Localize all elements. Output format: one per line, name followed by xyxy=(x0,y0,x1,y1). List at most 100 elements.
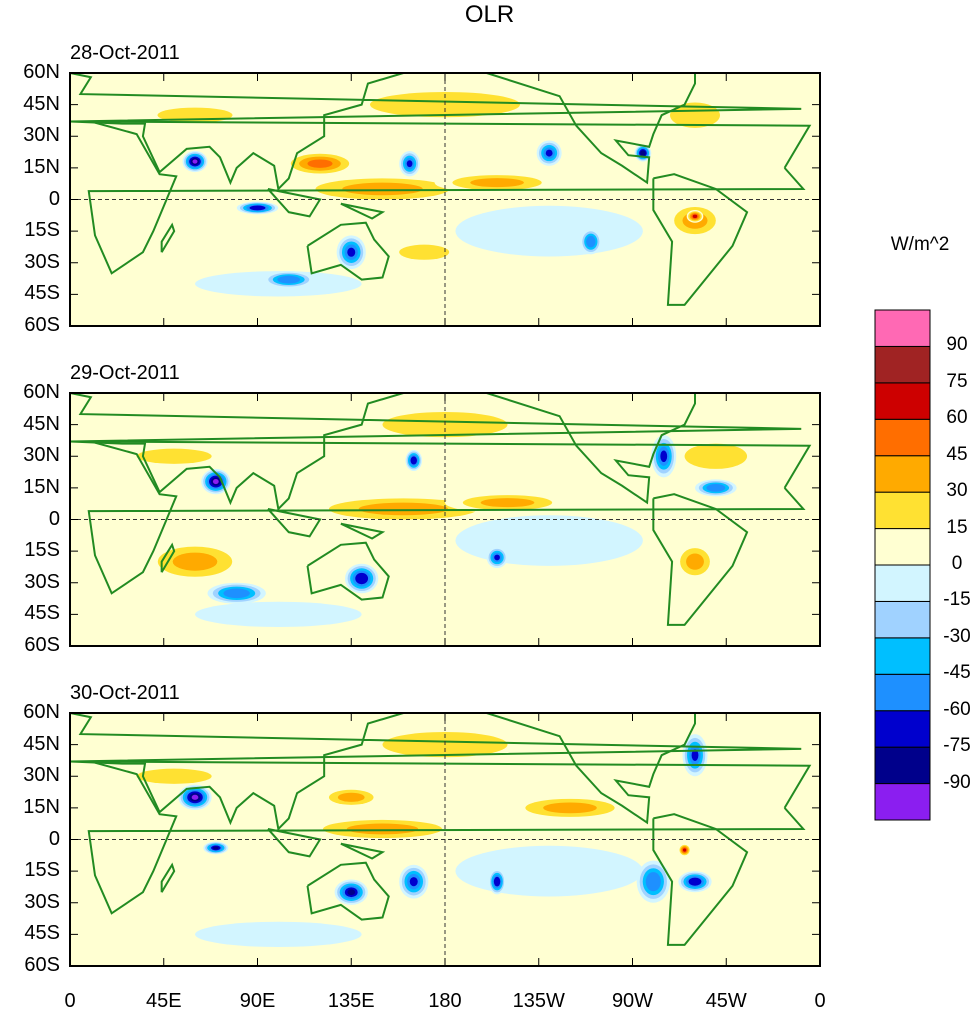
lon-tick-label: 0 xyxy=(64,990,76,1012)
olr-anomaly-contour xyxy=(212,479,219,485)
olr-anomaly-contour xyxy=(455,845,643,897)
colorbar-label: 0 xyxy=(951,553,963,574)
colorbar-box xyxy=(874,564,931,602)
lat-tick-label: 15S xyxy=(24,219,60,242)
lon-tick-label: 180 xyxy=(428,990,462,1012)
olr-anomaly-contour xyxy=(543,802,597,814)
olr-anomaly-contour xyxy=(495,878,500,885)
lat-tick-label: 60N xyxy=(23,381,60,403)
colorbar-box xyxy=(874,528,931,566)
olr-anomaly-contour xyxy=(136,768,212,784)
coastline xyxy=(306,541,390,601)
lat-tick-label: 15N xyxy=(23,155,60,178)
coastline xyxy=(486,393,696,505)
lat-tick-label: 15N xyxy=(23,795,60,818)
lon-tick-label: 90W xyxy=(611,990,654,1012)
olr-anomaly-contour xyxy=(587,238,594,246)
coastline xyxy=(267,827,322,858)
colorbar-box xyxy=(874,418,931,457)
colorbar-box xyxy=(874,673,931,712)
colorbar-box xyxy=(874,309,931,347)
olr-anomaly-contour xyxy=(670,102,720,128)
olr-anomaly-contour xyxy=(455,515,643,566)
olr-anomaly-contour xyxy=(549,896,716,931)
lat-tick-label: 15S xyxy=(24,859,60,882)
olr-anomaly-contour xyxy=(337,792,365,802)
olr-anomaly-contour xyxy=(648,875,658,888)
olr-anomaly-contour xyxy=(470,178,524,188)
lat-tick-label: 0 xyxy=(48,187,60,210)
colorbar-label: -30 xyxy=(943,625,971,647)
colorbar-label: -60 xyxy=(943,698,971,720)
olr-anomaly-contour xyxy=(549,576,716,611)
coastline xyxy=(267,187,322,218)
olr-anomaly-contour xyxy=(347,247,356,257)
coastline xyxy=(306,221,390,281)
olr-anomaly-contour xyxy=(191,794,199,800)
olr-anomaly-contour xyxy=(686,553,704,570)
colorbar-box xyxy=(874,345,931,384)
olr-anomaly-contour xyxy=(252,206,263,210)
colorbar-box xyxy=(874,746,931,785)
olr-anomaly-contour xyxy=(549,256,716,291)
olr-anomaly-contour xyxy=(307,159,333,168)
olr-anomaly-contour xyxy=(357,575,366,582)
coastline xyxy=(267,507,322,538)
colorbar-label: -75 xyxy=(943,735,971,757)
coastline xyxy=(160,862,176,893)
olr-anomaly-contour xyxy=(455,205,643,257)
map-panel-3 xyxy=(69,712,821,967)
lat-tick-label: 30N xyxy=(23,764,60,787)
coastline xyxy=(652,813,749,946)
lat-tick-label: 45N xyxy=(23,732,60,755)
olr-anomaly-contour xyxy=(691,749,699,761)
olr-anomaly-contour xyxy=(358,502,448,516)
lon-tick-label: 135E xyxy=(327,990,375,1012)
lat-tick-label: 30S xyxy=(24,570,60,593)
coastline xyxy=(160,542,176,573)
olr-anomaly-contour xyxy=(342,182,423,196)
coastline xyxy=(70,73,802,192)
colorbar-label: -45 xyxy=(943,662,971,684)
olr-anomaly-contour xyxy=(545,149,553,157)
coastline xyxy=(486,713,696,825)
olr-anomaly-contour xyxy=(172,552,218,571)
coastline xyxy=(160,222,176,253)
panel-date-label: 28-Oct-2011 xyxy=(70,42,180,64)
lat-tick-label: 30S xyxy=(24,250,60,273)
coastline xyxy=(70,393,802,512)
colorbar-label: -15 xyxy=(943,589,971,611)
coastline xyxy=(340,842,386,860)
lon-tick-label: 90E xyxy=(239,990,276,1012)
lon-tick-label: 135W xyxy=(512,990,565,1012)
coastline xyxy=(486,73,696,185)
lat-tick-label: 45S xyxy=(24,922,60,945)
olr-anomaly-contour xyxy=(399,244,450,260)
colorbar-box xyxy=(874,783,931,821)
colorbar-label: -90 xyxy=(943,771,971,793)
olr-anomaly-contour xyxy=(480,498,535,508)
lat-tick-label: 60S xyxy=(24,634,60,656)
colorbar-label: 75 xyxy=(946,370,968,392)
lat-tick-label: 60S xyxy=(24,314,60,336)
colorbar-box xyxy=(874,710,931,748)
olr-anomaly-contour xyxy=(710,485,722,491)
lat-tick-label: 45N xyxy=(23,92,60,115)
colorbar-label: 60 xyxy=(946,407,968,429)
colorbar-box xyxy=(874,382,931,420)
olr-anomaly-contour xyxy=(192,159,198,164)
olr-anomaly-contour xyxy=(682,848,687,852)
colorbar-label: 15 xyxy=(946,516,968,538)
colorbar xyxy=(874,309,931,821)
colorbar-label: 90 xyxy=(946,334,968,356)
lat-tick-label: 45S xyxy=(24,282,60,305)
lat-tick-label: 60N xyxy=(23,61,60,83)
colorbar-units: W/m^2 xyxy=(890,234,950,255)
colorbar-label: 45 xyxy=(946,443,968,465)
panel-date-label: 30-Oct-2011 xyxy=(70,682,180,704)
lat-tick-label: 60N xyxy=(23,701,60,723)
map-panel-2 xyxy=(69,392,821,647)
olr-anomaly-contour xyxy=(228,926,329,942)
lat-tick-label: 30N xyxy=(23,124,60,147)
olr-anomaly-contour xyxy=(281,277,296,282)
